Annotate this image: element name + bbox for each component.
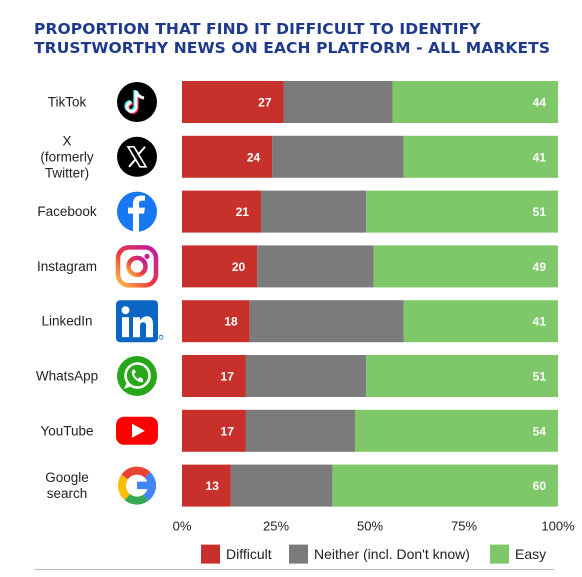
bar-segment-easy	[403, 135, 558, 178]
bar-row: Instagram 20 49	[37, 245, 558, 288]
bar-segment-easy	[332, 464, 558, 507]
bar-segment-difficult	[182, 464, 231, 507]
linkedin-logo-icon	[116, 300, 164, 343]
bar-segment-difficult	[182, 135, 273, 178]
bar-segment-difficult	[182, 409, 246, 452]
whatsapp-logo-icon	[117, 356, 157, 396]
data-label: 44	[533, 96, 547, 110]
bar-row: WhatsApp 17 51	[36, 355, 558, 397]
data-label: 54	[533, 424, 547, 438]
data-label: 21	[236, 205, 250, 219]
bar-segment-neither	[245, 355, 367, 397]
legend-swatch	[201, 544, 220, 564]
data-label: 20	[232, 260, 246, 274]
bar-segment-neither	[260, 190, 367, 233]
bar-segment-neither	[272, 135, 404, 178]
google-logo-icon	[118, 466, 156, 505]
bar-segment-easy	[366, 190, 558, 233]
bar-row: Facebook 21 51	[37, 190, 558, 233]
bar-segment-easy	[373, 245, 558, 288]
chart-title: PROPORTION THAT FIND IT DIFFICULT TO IDE…	[34, 20, 574, 58]
bottom-divider	[34, 569, 554, 570]
platform-label: LinkedIn	[41, 314, 92, 329]
bar-segment-neither	[249, 300, 404, 343]
data-label: 60	[533, 479, 547, 493]
bar-segment-difficult	[182, 300, 250, 343]
bar-segment-easy	[366, 355, 558, 397]
platform-label: X	[62, 133, 71, 148]
x-tick-label: 0%	[173, 519, 192, 534]
bar-row: TikTok 27 44	[48, 81, 558, 123]
data-label: 13	[206, 479, 220, 493]
legend-label: Difficult	[226, 546, 272, 562]
bar-segment-neither	[230, 464, 333, 507]
x-tick-label: 100%	[541, 519, 575, 534]
tiktok-logo-icon	[117, 82, 157, 122]
data-label: 41	[533, 150, 547, 164]
bar-segment-difficult	[182, 355, 246, 397]
legend-swatch	[490, 544, 509, 564]
platform-label: Google	[45, 470, 89, 485]
bar-segment-difficult	[182, 190, 261, 233]
chart-title-line-2: TRUSTWORTHY NEWS ON EACH PLATFORM - ALL …	[34, 39, 551, 57]
bar-segment-easy	[403, 300, 558, 343]
instagram-logo-icon	[115, 245, 159, 288]
bar-segment-neither	[245, 409, 355, 452]
data-label: 27	[258, 96, 272, 110]
platform-label: Instagram	[37, 259, 97, 274]
facebook-logo-icon	[117, 191, 157, 232]
data-label: 17	[221, 424, 235, 438]
data-label: 17	[221, 370, 235, 384]
bar-row: YouTube 17 54	[40, 409, 558, 452]
platform-label: WhatsApp	[36, 369, 98, 384]
bar-segment-neither	[257, 245, 374, 288]
x-tick-label: 25%	[263, 519, 289, 534]
x-tick-label: 50%	[357, 519, 383, 534]
x-logo-icon	[117, 136, 157, 177]
platform-label: YouTube	[40, 423, 93, 438]
legend: Difficult Neither (incl. Don't know) Easy	[201, 544, 546, 564]
platform-label: search	[47, 486, 88, 501]
legend-swatch	[289, 544, 308, 564]
bar-segment-neither	[283, 81, 393, 123]
x-tick-label: 75%	[451, 519, 477, 534]
data-label: 24	[247, 150, 261, 164]
platform-label: Twitter)	[45, 165, 89, 180]
platform-label: (formerly	[40, 149, 93, 164]
legend-label: Easy	[515, 546, 546, 562]
bar-segment-easy	[354, 409, 558, 452]
platform-label: Facebook	[37, 204, 97, 219]
platform-label: TikTok	[48, 95, 87, 110]
bar-row: LinkedIn 18 41	[41, 300, 558, 343]
bar-segment-difficult	[182, 245, 258, 288]
data-label: 51	[533, 205, 547, 219]
chart-title-line-1: PROPORTION THAT FIND IT DIFFICULT TO IDE…	[34, 20, 481, 38]
data-label: 41	[533, 315, 547, 329]
data-label: 49	[533, 260, 547, 274]
data-label: 51	[533, 370, 547, 384]
youtube-logo-icon	[116, 416, 158, 445]
data-label: 18	[224, 315, 238, 329]
legend-label: Neither (incl. Don't know)	[314, 546, 470, 562]
bar-segment-difficult	[182, 81, 284, 123]
bar-segment-easy	[392, 81, 558, 123]
